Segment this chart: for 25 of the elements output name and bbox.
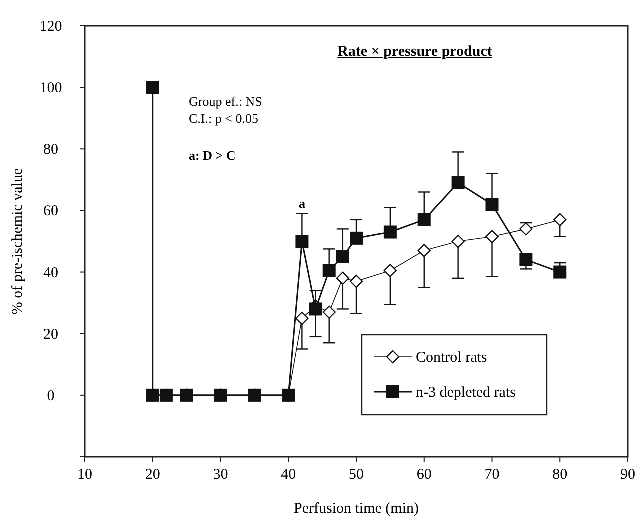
x-tick-label: 60 bbox=[416, 467, 432, 483]
annotation: Group ef.: NS bbox=[189, 94, 262, 109]
y-tick-label: 20 bbox=[44, 326, 58, 343]
x-tick-label: 30 bbox=[213, 467, 228, 483]
y-tick-label: 80 bbox=[44, 142, 58, 158]
x-tick-label: 70 bbox=[484, 467, 500, 483]
legend-label: Control rats bbox=[416, 350, 488, 366]
y-tick-label: 40 bbox=[44, 265, 58, 282]
text: Rate × pressure product bbox=[338, 44, 492, 60]
y-tick-label: 0 bbox=[47, 388, 55, 404]
x-tick-label: 20 bbox=[145, 467, 160, 483]
y-axis-title: % of pre-ischemic value bbox=[10, 168, 26, 315]
x-tick-label: 40 bbox=[281, 467, 296, 483]
y-tick-label: 100 bbox=[40, 80, 62, 97]
annotation: a bbox=[298, 196, 306, 211]
x-tick-label: 80 bbox=[552, 467, 568, 483]
x-tick-label: 10 bbox=[78, 467, 92, 483]
annotation: C.I.: p < 0.05 bbox=[189, 111, 258, 126]
y-tick-label: 60 bbox=[44, 204, 58, 220]
annotation: a: D > C bbox=[189, 148, 236, 163]
y-tick-label: 120 bbox=[40, 19, 62, 35]
x-tick-label: 90 bbox=[620, 467, 636, 483]
x-tick-label: 50 bbox=[349, 467, 364, 483]
x-axis-title: Perfusion time (min) bbox=[294, 501, 419, 517]
legend-label: n-3 depleted rats bbox=[416, 385, 516, 401]
